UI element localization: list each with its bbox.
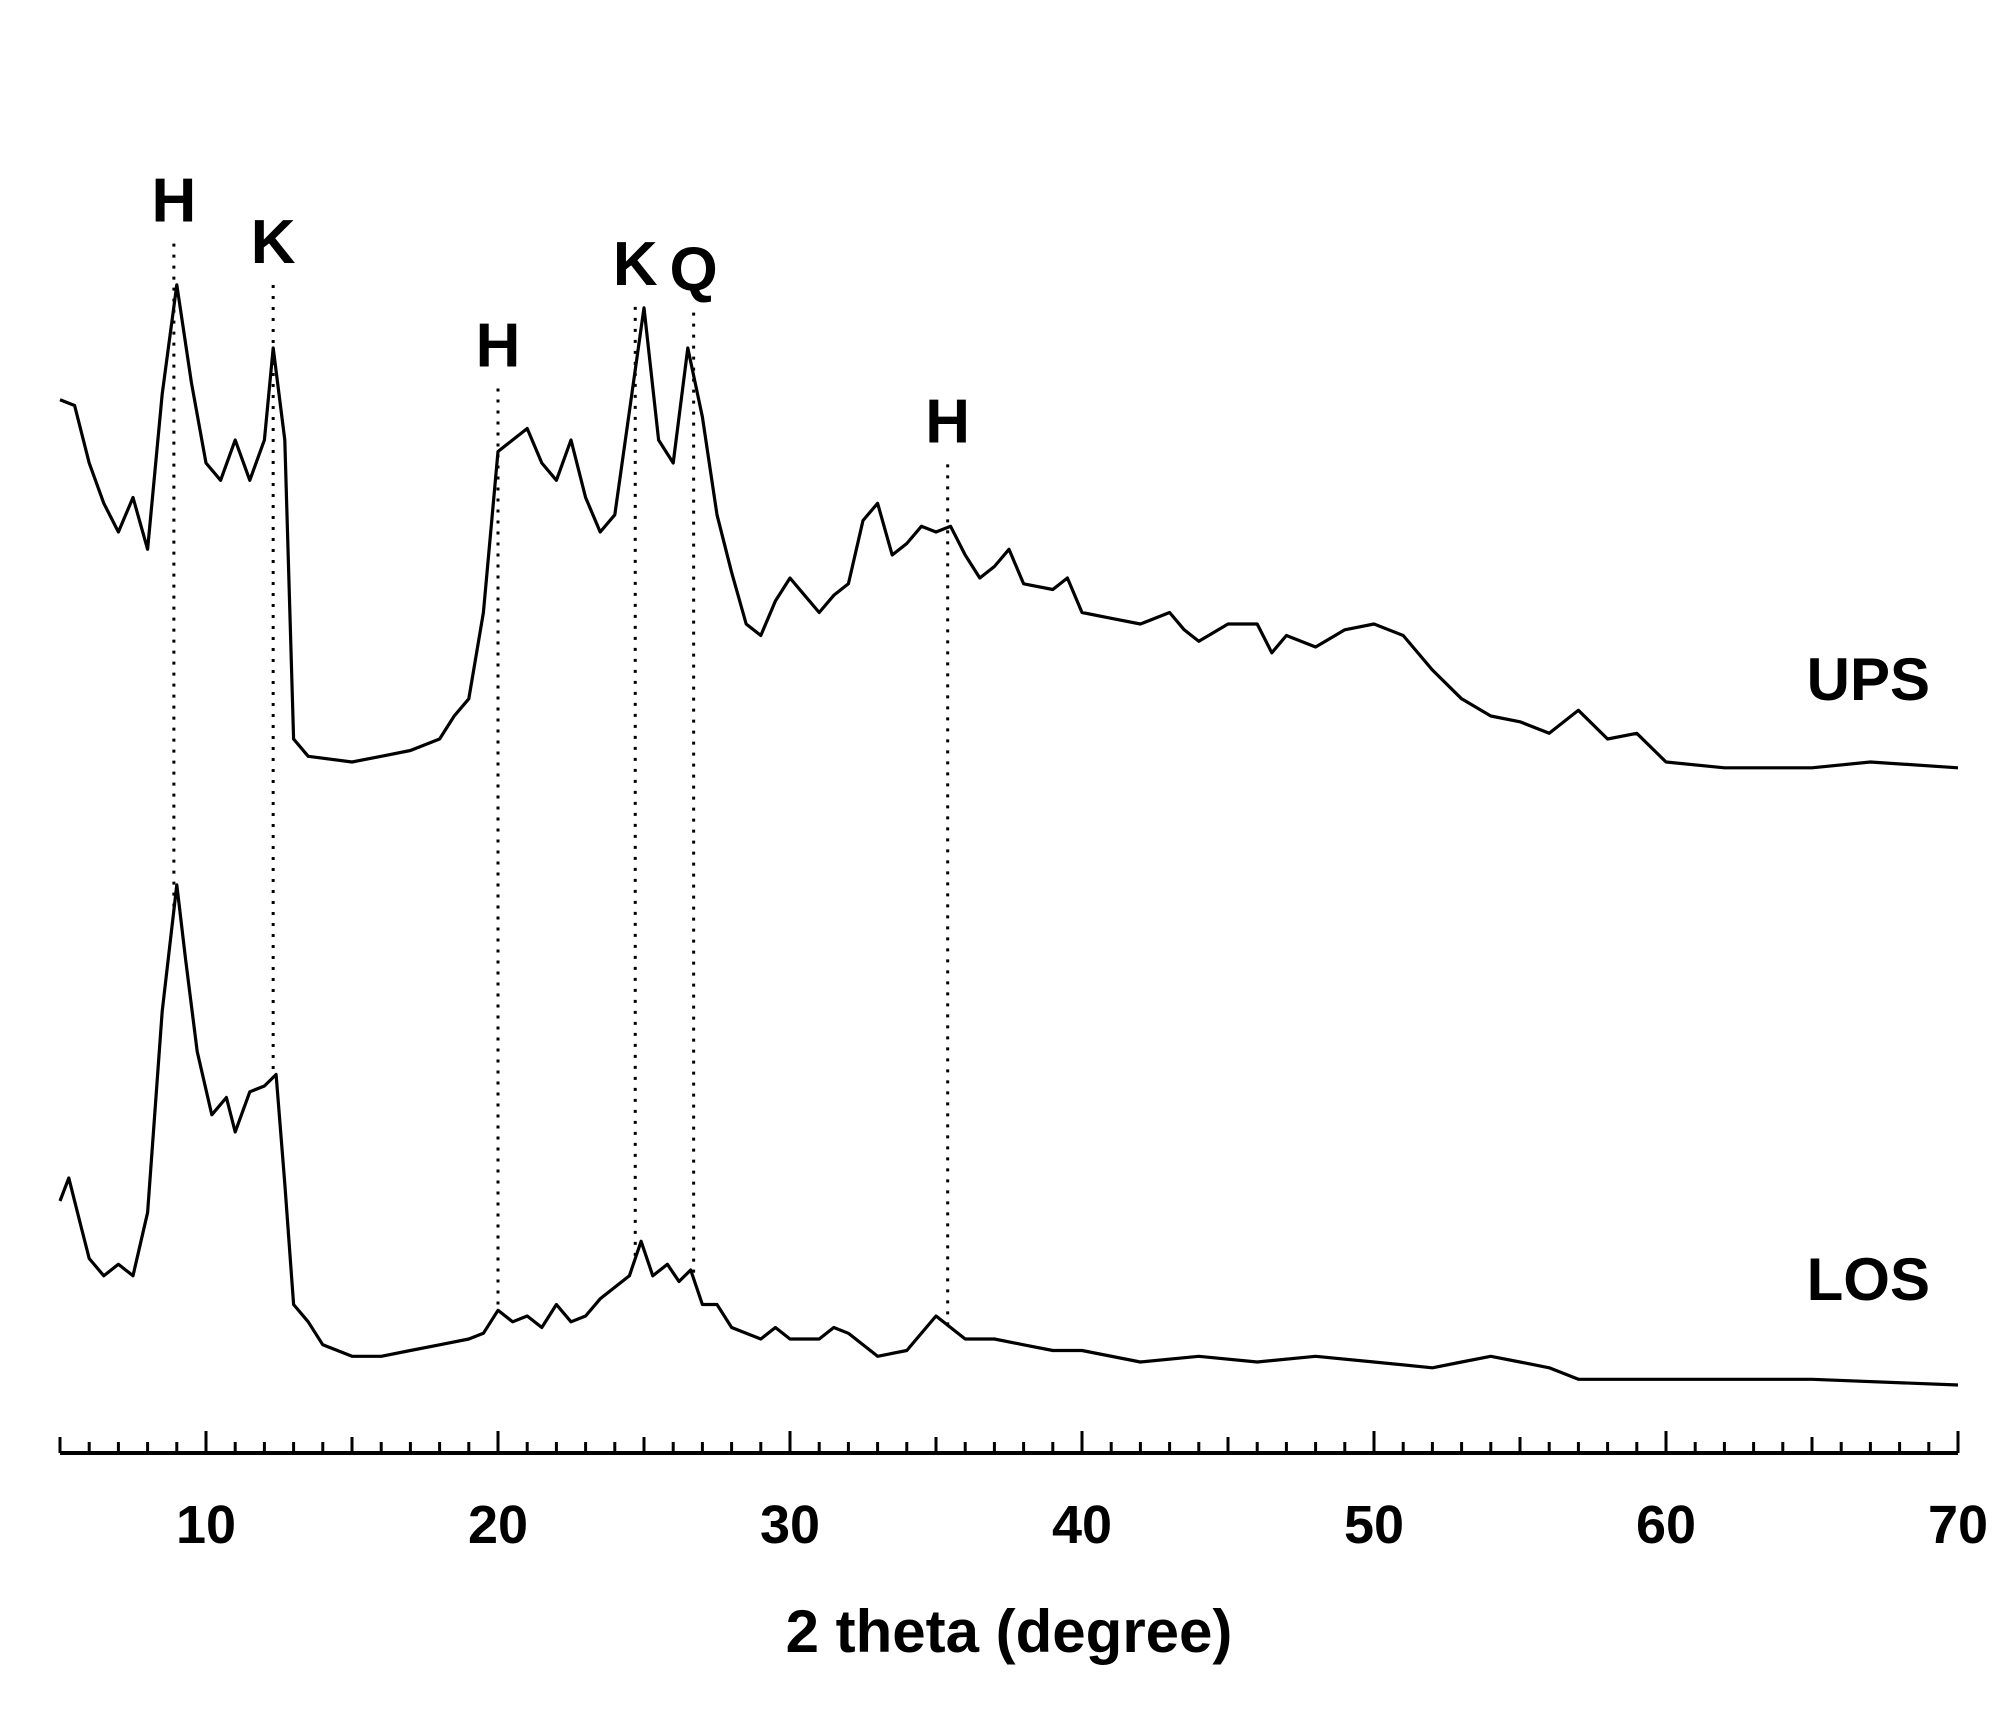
x-axis-title: 2 theta (degree)	[786, 1598, 1233, 1665]
peak-label: H	[151, 167, 196, 236]
x-tick-label: 60	[1636, 1495, 1696, 1555]
x-tick-label: 20	[468, 1495, 528, 1555]
x-tick-label: 70	[1928, 1495, 1988, 1555]
x-tick-label: 50	[1344, 1495, 1404, 1555]
series-line-ups	[59, 283, 1959, 770]
peak-label: H	[476, 312, 521, 381]
x-tick-label: 40	[1052, 1495, 1112, 1555]
peak-label: Q	[670, 236, 718, 305]
peak-guide-lines	[172, 243, 950, 1326]
series-line-los	[58, 883, 1959, 1387]
series-label-ups: UPS	[1807, 646, 1930, 713]
x-axis: 10 20 30 40 50 60 70	[58, 1431, 1988, 1555]
peak-label: K	[613, 230, 658, 299]
peak-label: H	[925, 387, 970, 456]
peak-label: K	[251, 208, 296, 277]
x-tick-label: 30	[760, 1495, 820, 1555]
diffraction-patterns	[58, 283, 1959, 1387]
x-tick-label: 10	[176, 1495, 236, 1555]
series-label-los: LOS	[1807, 1246, 1930, 1313]
